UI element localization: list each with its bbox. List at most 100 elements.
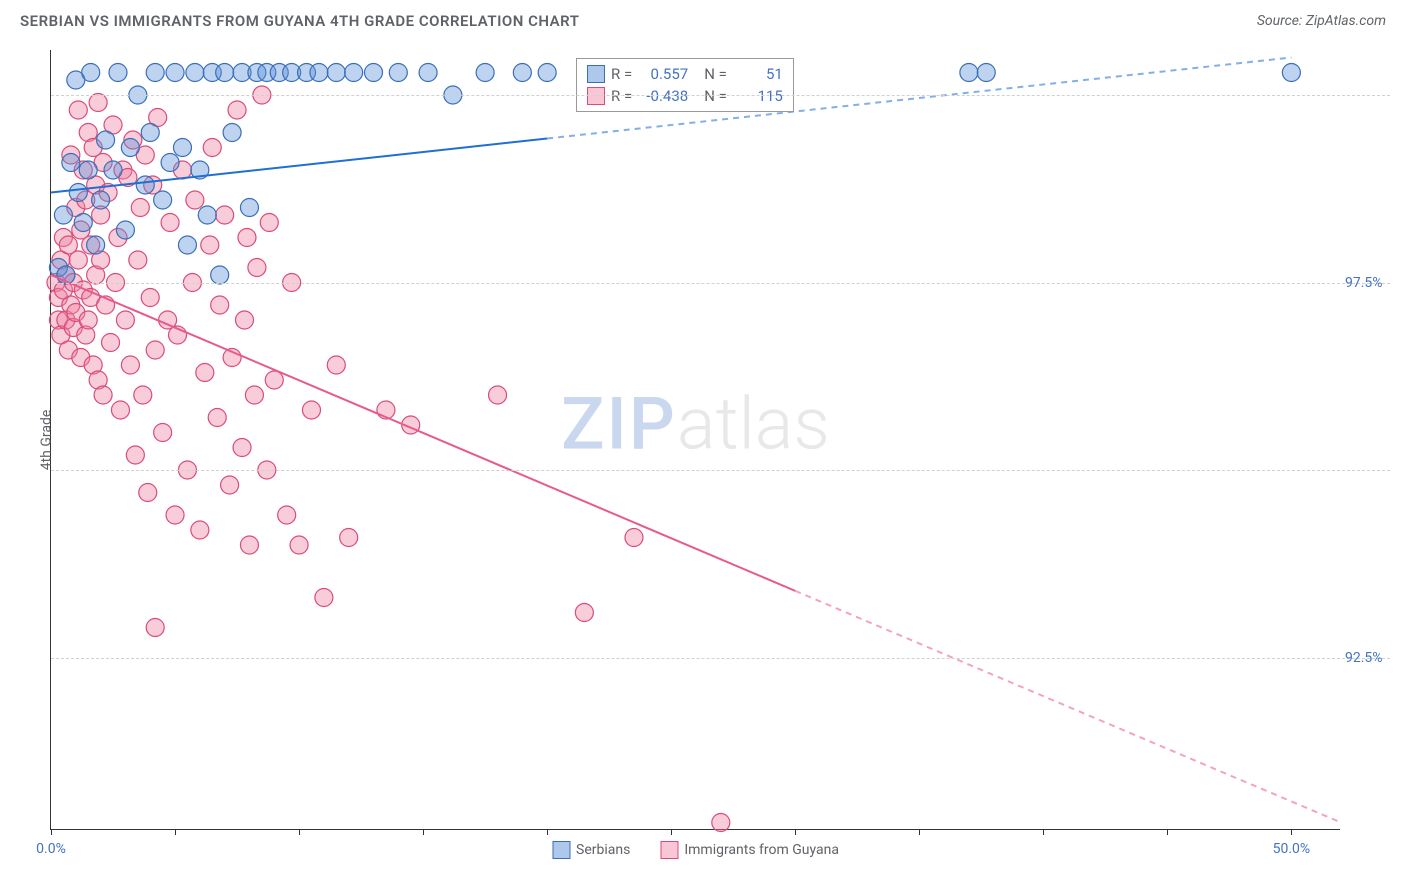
data-point: [62, 154, 80, 172]
data-point: [216, 64, 234, 82]
data-point: [1282, 64, 1300, 82]
plot-area: 4th Grade ZIPatlas R = 0.557 N = 51 R = …: [50, 50, 1340, 830]
swatch-pink-icon: [587, 87, 605, 105]
data-point: [203, 139, 221, 157]
data-point: [87, 236, 105, 254]
data-point: [245, 386, 263, 404]
x-tick-label: 50.0%: [1273, 841, 1311, 857]
data-point: [154, 191, 172, 209]
gridline: [51, 470, 1390, 471]
x-tick: [547, 829, 548, 835]
swatch-blue-icon: [587, 65, 605, 83]
data-point: [166, 506, 184, 524]
x-tick: [795, 829, 796, 835]
data-point: [240, 199, 258, 217]
data-point: [178, 236, 196, 254]
serbians-r-value: 0.557: [638, 65, 688, 83]
data-point: [345, 64, 363, 82]
swatch-blue-icon: [552, 841, 570, 859]
data-point: [489, 386, 507, 404]
data-point: [92, 191, 110, 209]
data-point: [228, 101, 246, 119]
data-point: [121, 356, 139, 374]
y-tick-label: 97.5%: [1345, 275, 1400, 291]
swatch-pink-icon: [660, 841, 678, 859]
data-point: [139, 484, 157, 502]
stats-row-guyana: R = -0.438 N = 115: [587, 85, 783, 107]
y-tick-label: 92.5%: [1345, 650, 1400, 666]
data-point: [126, 446, 144, 464]
x-tick-label: 0.0%: [36, 841, 66, 857]
data-point: [94, 386, 112, 404]
serbians-n-value: 51: [733, 65, 783, 83]
r-label: R =: [611, 87, 632, 105]
legend-label-guyana: Immigrants from Guyana: [684, 842, 839, 858]
data-point: [977, 64, 995, 82]
data-point: [260, 214, 278, 232]
legend-item-guyana: Immigrants from Guyana: [660, 841, 839, 859]
data-point: [89, 94, 107, 112]
data-point: [365, 64, 383, 82]
data-point: [141, 289, 159, 307]
data-point: [223, 124, 241, 142]
data-point: [131, 199, 149, 217]
data-point: [340, 529, 358, 547]
data-point: [116, 221, 134, 239]
n-label: N =: [704, 65, 727, 83]
data-point: [74, 214, 92, 232]
data-point: [278, 506, 296, 524]
x-tick: [299, 829, 300, 835]
data-point: [236, 311, 254, 329]
data-point: [161, 154, 179, 172]
x-tick: [919, 829, 920, 835]
data-point: [161, 214, 179, 232]
data-point: [196, 364, 214, 382]
data-point: [315, 589, 333, 607]
data-point: [327, 64, 345, 82]
data-point: [538, 64, 556, 82]
data-point: [625, 529, 643, 547]
gridline: [51, 283, 1390, 284]
x-tick: [1291, 829, 1292, 835]
x-tick: [423, 829, 424, 835]
data-point: [290, 536, 308, 554]
data-point: [79, 161, 97, 179]
x-tick: [51, 829, 52, 835]
data-point: [186, 191, 204, 209]
gridline: [51, 658, 1390, 659]
data-point: [69, 184, 87, 202]
data-point: [302, 401, 320, 419]
data-point: [111, 401, 129, 419]
data-point: [575, 604, 593, 622]
gridline: [51, 95, 1390, 96]
data-point: [121, 139, 139, 157]
data-point: [389, 64, 407, 82]
data-point: [136, 176, 154, 194]
data-point: [109, 64, 127, 82]
data-point: [69, 251, 87, 269]
data-point: [208, 409, 226, 427]
guyana-r-value: -0.438: [638, 87, 688, 105]
data-point: [211, 296, 229, 314]
x-tick: [175, 829, 176, 835]
data-point: [211, 266, 229, 284]
data-point: [198, 206, 216, 224]
data-point: [191, 521, 209, 539]
data-point: [82, 64, 100, 82]
x-tick: [671, 829, 672, 835]
data-point: [265, 371, 283, 389]
n-label: N =: [704, 87, 727, 105]
data-point: [102, 334, 120, 352]
data-point: [419, 64, 437, 82]
data-point: [221, 476, 239, 494]
data-point: [134, 386, 152, 404]
data-point: [201, 236, 219, 254]
data-point: [173, 139, 191, 157]
data-point: [238, 229, 256, 247]
legend-item-serbians: Serbians: [552, 841, 630, 859]
legend-label-serbians: Serbians: [576, 842, 630, 858]
data-point: [129, 251, 147, 269]
data-point: [116, 311, 134, 329]
scatter-plot-svg: [51, 50, 1341, 830]
data-point: [146, 619, 164, 637]
